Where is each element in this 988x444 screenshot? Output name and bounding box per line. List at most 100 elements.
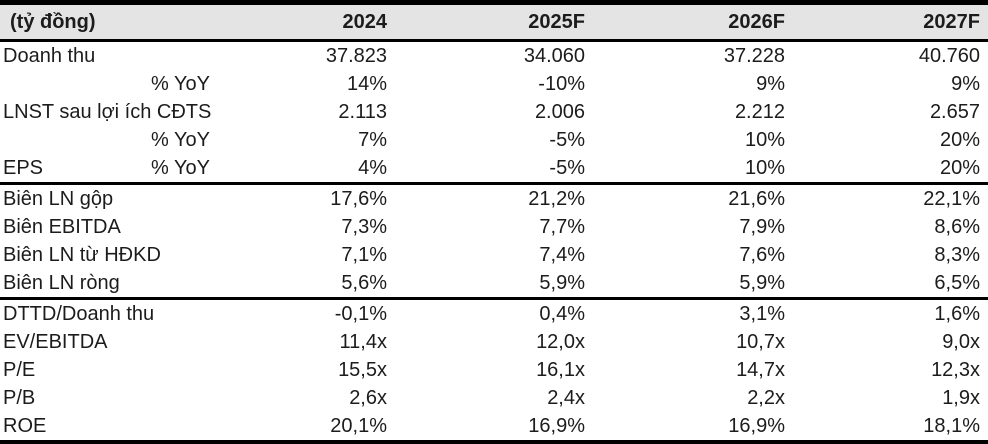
- row-label: Biên LN gộp: [3, 189, 114, 209]
- row-label-cell: DTTD/Doanh thu: [0, 304, 215, 324]
- table-row: P/B 2,6x 2,4x 2,2x 1,9x: [0, 384, 988, 412]
- table-row: LNST sau lợi ích CĐTS 2.113 2.006 2.212 2.65…: [0, 98, 988, 126]
- row-label-cell: Biên EBITDA: [0, 217, 215, 237]
- value-cell: 2,4x: [547, 388, 585, 408]
- table-header-row: (tỷ đồng) 2024 2025F 2026F 2027F: [0, 5, 988, 42]
- unit-label: (tỷ đồng): [10, 12, 96, 32]
- row-label-cell: EPS % YoY: [0, 158, 215, 178]
- value-cell: -5%: [549, 130, 585, 150]
- table-row: Biên LN gộp 17,6% 21,2% 21,6% 22,1%: [0, 185, 988, 213]
- value-cell: 16,9%: [528, 416, 585, 436]
- value-cell: 5,9%: [739, 273, 785, 293]
- table-row: EPS % YoY 4% -5% 10% 20%: [0, 154, 988, 185]
- value-cell: 20%: [939, 130, 980, 150]
- row-label: ROE: [3, 416, 47, 436]
- value-cell: 6,5%: [934, 273, 980, 293]
- table-row: % YoY 14% -10% 9% 9%: [0, 70, 988, 98]
- table-row: Biên LN từ HĐKD 7,1% 7,4% 7,6% 8,3%: [0, 241, 988, 269]
- value-cell: 2.006: [534, 102, 585, 122]
- table-row: ROE 20,1% 16,9% 16,9% 18,1%: [0, 412, 988, 440]
- table-body: Doanh thu 37.823 34.060 37.228 40.760 % YoY 14…: [0, 42, 988, 440]
- value-cell: 21,2%: [528, 189, 585, 209]
- value-cell: 18,1%: [923, 416, 980, 436]
- column-header-unit: (tỷ đồng): [0, 12, 215, 32]
- value-cell: 9%: [756, 74, 785, 94]
- row-label: LNST sau lợi ích CĐTS: [3, 102, 212, 122]
- value-cell: 37.228: [723, 46, 785, 66]
- value-cell: 2.657: [929, 102, 980, 122]
- value-cell: 15,5x: [338, 360, 387, 380]
- row-label-cell: % YoY: [0, 74, 215, 94]
- table-row: P/E 15,5x 16,1x 14,7x 12,3x: [0, 356, 988, 384]
- row-label-cell: % YoY: [0, 130, 215, 150]
- yoy-sublabel: % YoY: [151, 74, 210, 94]
- value-cell: 5,9%: [539, 273, 585, 293]
- table-row: Biên EBITDA 7,3% 7,7% 7,9% 8,6%: [0, 213, 988, 241]
- value-cell: 7,3%: [341, 217, 387, 237]
- row-label-cell: ROE: [0, 416, 215, 436]
- value-cell: -10%: [538, 74, 585, 94]
- column-header-2027f: 2027F: [923, 12, 980, 32]
- row-label-cell: LNST sau lợi ích CĐTS: [0, 102, 215, 122]
- table-row: % YoY 7% -5% 10% 20%: [0, 126, 988, 154]
- value-cell: 7,9%: [739, 217, 785, 237]
- value-cell: 37.823: [325, 46, 387, 66]
- row-label-cell: P/E: [0, 360, 215, 380]
- value-cell: 14,7x: [736, 360, 785, 380]
- value-cell: 21,6%: [728, 189, 785, 209]
- value-cell: 2,6x: [349, 388, 387, 408]
- value-cell: 7,1%: [341, 245, 387, 265]
- value-cell: 1,9x: [942, 388, 980, 408]
- value-cell: 7,6%: [739, 245, 785, 265]
- column-header-2025f: 2025F: [528, 12, 585, 32]
- value-cell: 10%: [744, 158, 785, 178]
- value-cell: -5%: [549, 158, 585, 178]
- value-cell: 8,6%: [934, 217, 980, 237]
- row-label-cell: Biên LN ròng: [0, 273, 215, 293]
- row-label: Biên LN ròng: [3, 273, 120, 293]
- value-cell: 9%: [951, 74, 980, 94]
- value-cell: 10%: [744, 130, 785, 150]
- yoy-sublabel: % YoY: [151, 130, 210, 150]
- value-cell: 40.760: [918, 46, 980, 66]
- value-cell: 11,4x: [339, 332, 387, 352]
- column-header-2026f: 2026F: [728, 12, 785, 32]
- row-label: P/E: [3, 360, 36, 380]
- value-cell: -0,1%: [334, 304, 387, 324]
- value-cell: 7,7%: [539, 217, 585, 237]
- value-cell: 16,1x: [536, 360, 585, 380]
- table-row: EV/EBITDA 11,4x 12,0x 10,7x 9,0x: [0, 328, 988, 356]
- value-cell: 17,6%: [330, 189, 387, 209]
- row-label-cell: Biên LN gộp: [0, 189, 215, 209]
- value-cell: 34.060: [523, 46, 585, 66]
- table-row: DTTD/Doanh thu -0,1% 0,4% 3,1% 1,6%: [0, 300, 988, 328]
- row-label-cell: EV/EBITDA: [0, 332, 215, 352]
- table-row: Biên LN ròng 5,6% 5,9% 5,9% 6,5%: [0, 269, 988, 300]
- value-cell: 10,7x: [736, 332, 785, 352]
- row-label: Biên EBITDA: [3, 217, 121, 237]
- row-label-cell: P/B: [0, 388, 215, 408]
- value-cell: 8,3%: [934, 245, 980, 265]
- value-cell: 14%: [346, 74, 387, 94]
- row-label: EV/EBITDA: [3, 332, 108, 352]
- value-cell: 12,0x: [536, 332, 585, 352]
- value-cell: 2,2x: [747, 388, 785, 408]
- value-cell: 9,0x: [942, 332, 980, 352]
- value-cell: 22,1%: [923, 189, 980, 209]
- row-label: DTTD/Doanh thu: [3, 304, 155, 324]
- value-cell: 16,9%: [728, 416, 785, 436]
- value-cell: 4%: [358, 158, 387, 178]
- row-label: P/B: [3, 388, 36, 408]
- value-cell: 1,6%: [934, 304, 980, 324]
- value-cell: 20,1%: [330, 416, 387, 436]
- value-cell: 12,3x: [931, 360, 980, 380]
- row-label-cell: Doanh thu: [0, 46, 215, 66]
- row-label: EPS: [3, 158, 44, 178]
- value-cell: 0,4%: [539, 304, 585, 324]
- value-cell: 7%: [358, 130, 387, 150]
- row-label: Biên LN từ HĐKD: [3, 245, 161, 265]
- table-row: Doanh thu 37.823 34.060 37.228 40.760: [0, 42, 988, 70]
- value-cell: 7,4%: [539, 245, 585, 265]
- column-header-2024: 2024: [342, 12, 388, 32]
